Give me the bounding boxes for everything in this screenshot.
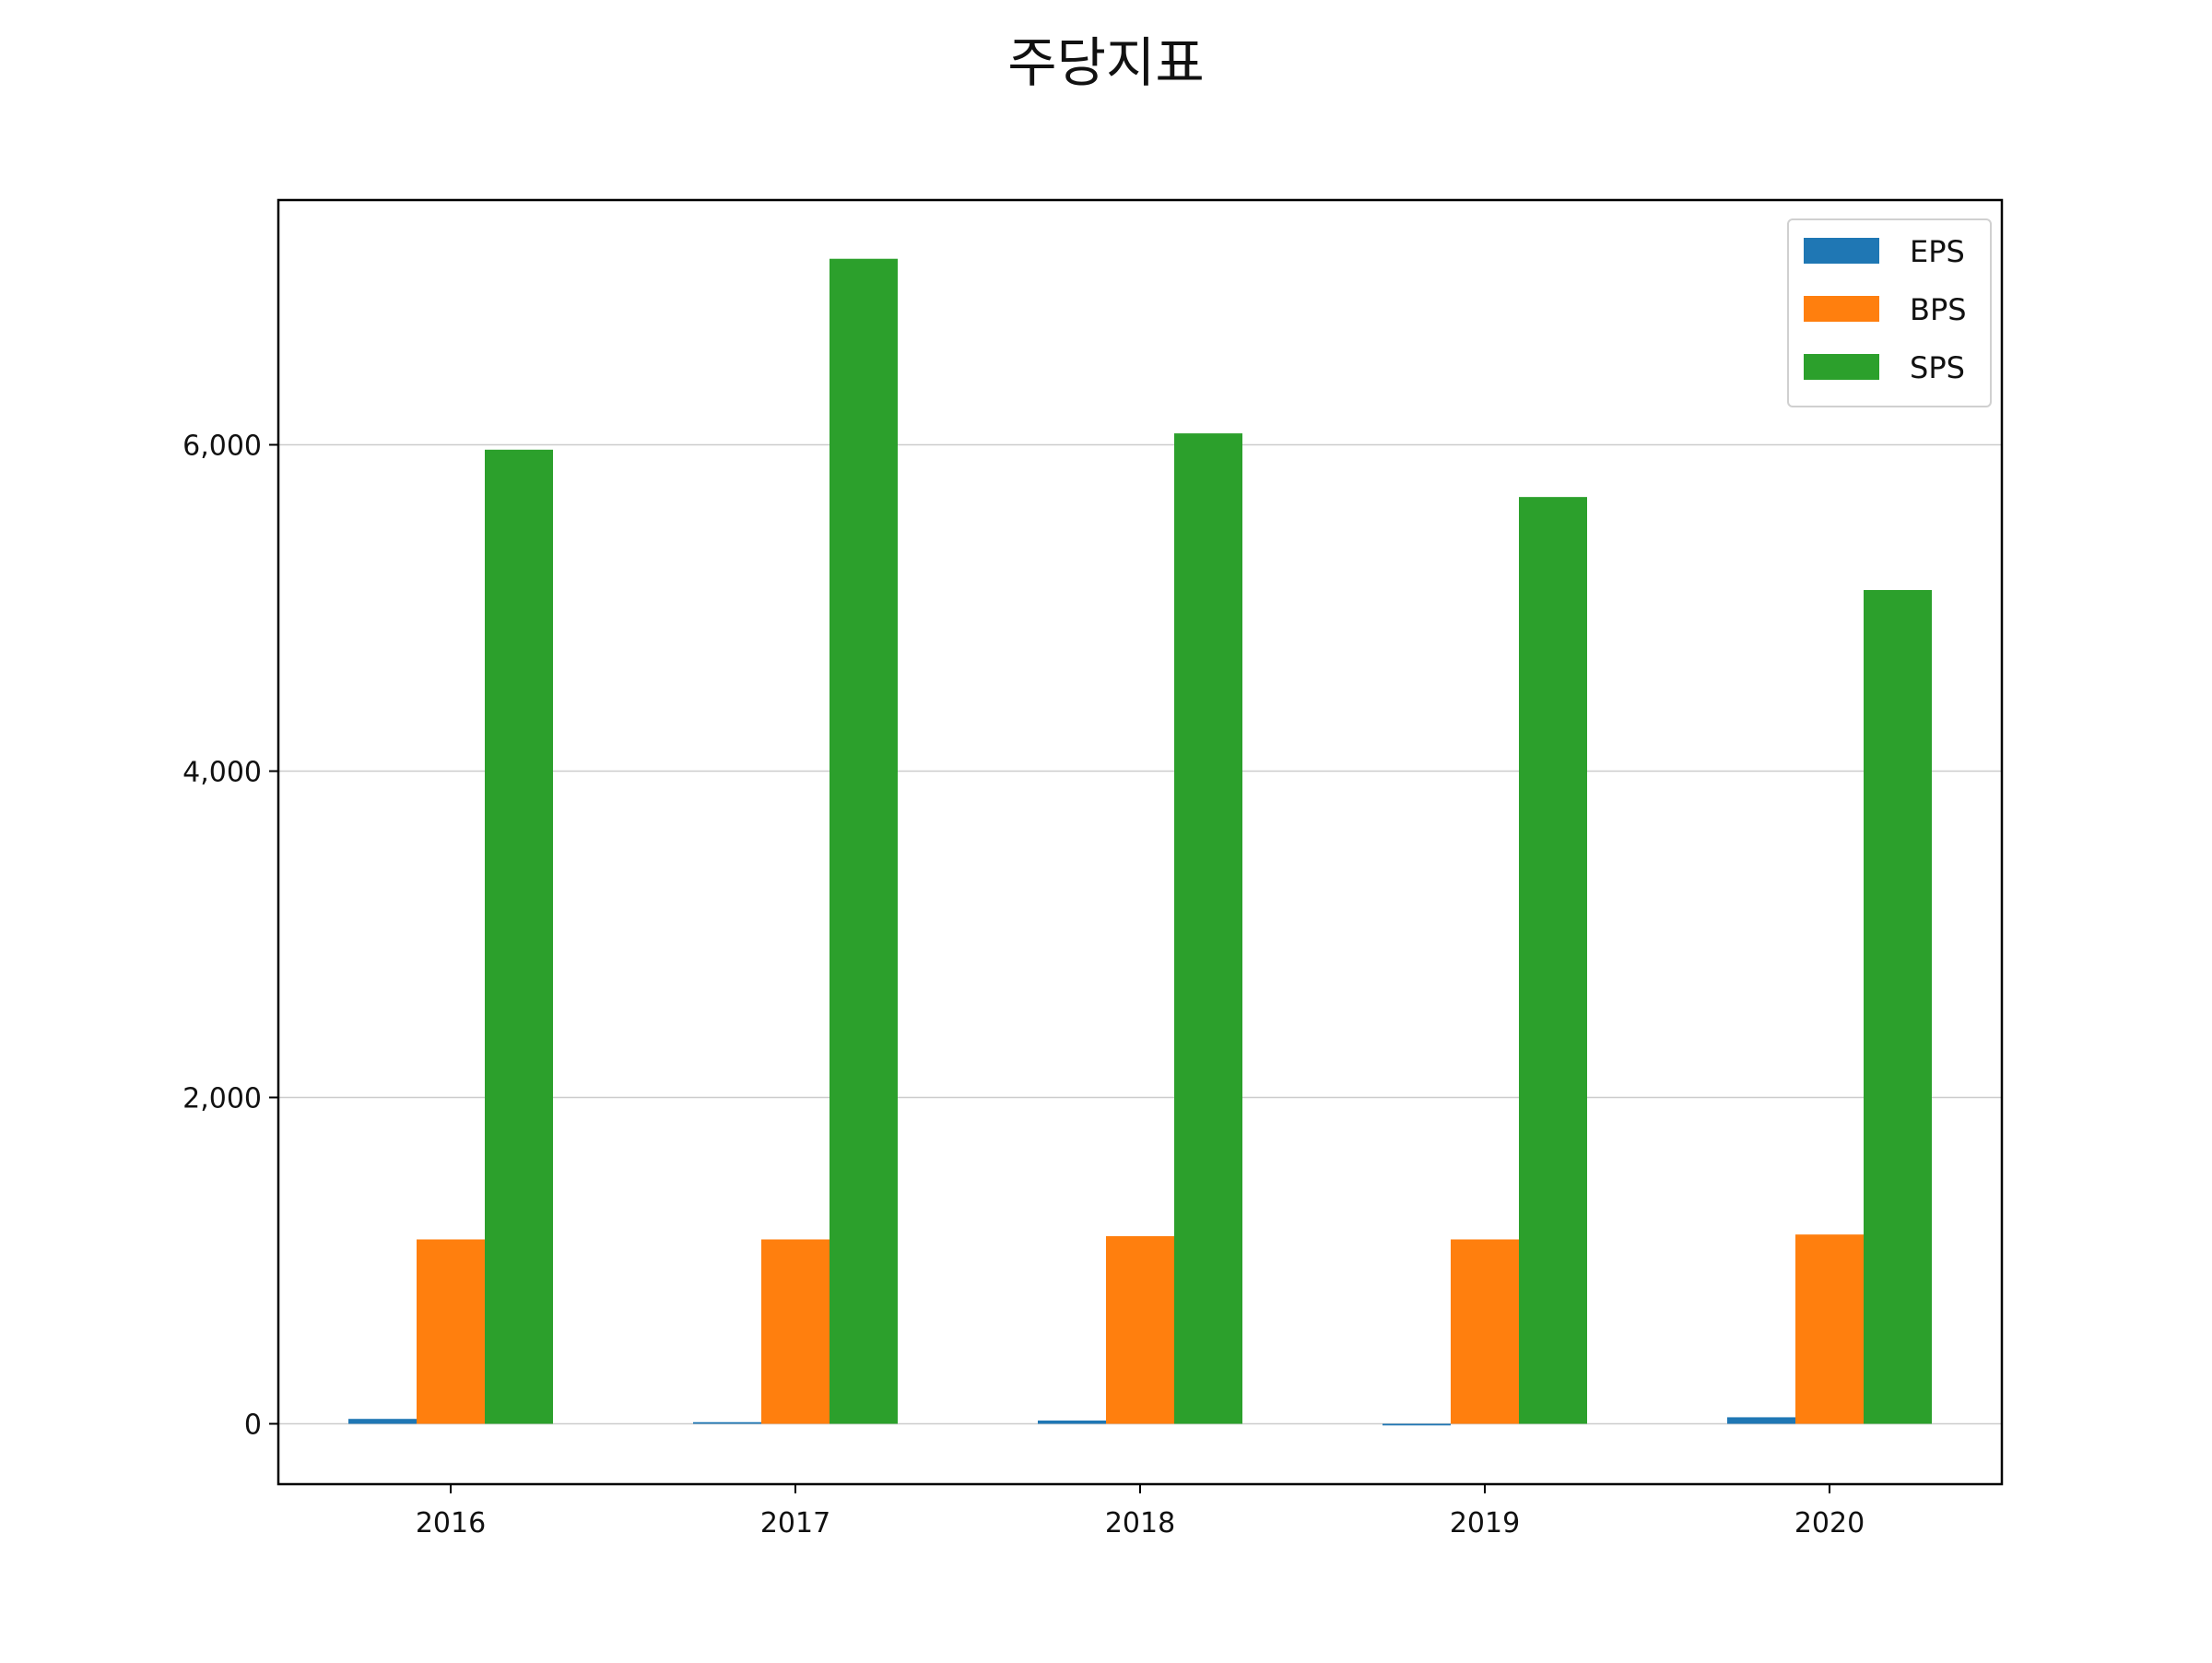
legend-swatch-bps [1804,296,1879,322]
bar-sps-2017 [830,258,898,1424]
y-tick-label: 0 [244,1409,262,1442]
x-tick-label: 2016 [416,1507,486,1539]
bars [348,258,1932,1426]
bar-sps-2016 [485,449,553,1424]
x-tick-label: 2018 [1105,1507,1175,1539]
y-tick-label: 2,000 [182,1083,262,1115]
bar-eps-2016 [348,1419,417,1424]
x-tick-label: 2020 [1794,1507,1865,1539]
bar-bps-2016 [417,1239,485,1424]
bar-sps-2020 [1864,590,1932,1424]
bar-bps-2018 [1106,1235,1174,1424]
bar-sps-2018 [1174,433,1242,1424]
legend-label-sps: SPS [1910,350,1965,385]
legend: EPS BPS SPS [1787,218,1992,407]
x-axis: 2016 2017 2018 2019 2020 [416,1484,1865,1539]
bar-eps-2020 [1727,1417,1795,1424]
legend-swatch-eps [1804,238,1879,264]
y-tick-label: 6,000 [182,430,262,463]
bar-bps-2020 [1795,1234,1864,1424]
bar-sps-2019 [1519,497,1587,1424]
x-tick-label: 2019 [1450,1507,1520,1539]
legend-label-eps: EPS [1910,234,1965,269]
bar-eps-2018 [1038,1420,1106,1424]
bar-eps-2019 [1382,1423,1451,1426]
bar-bps-2017 [761,1239,830,1424]
legend-swatch-sps [1804,354,1879,380]
y-tick-label: 4,000 [182,757,262,789]
bar-eps-2017 [693,1421,761,1424]
bar-bps-2019 [1451,1239,1519,1424]
x-tick-label: 2017 [760,1507,830,1539]
y-axis: 0 2,000 4,000 6,000 [182,430,278,1442]
chart-title: 주당지표 [1007,31,1204,94]
legend-label-bps: BPS [1910,292,1967,327]
